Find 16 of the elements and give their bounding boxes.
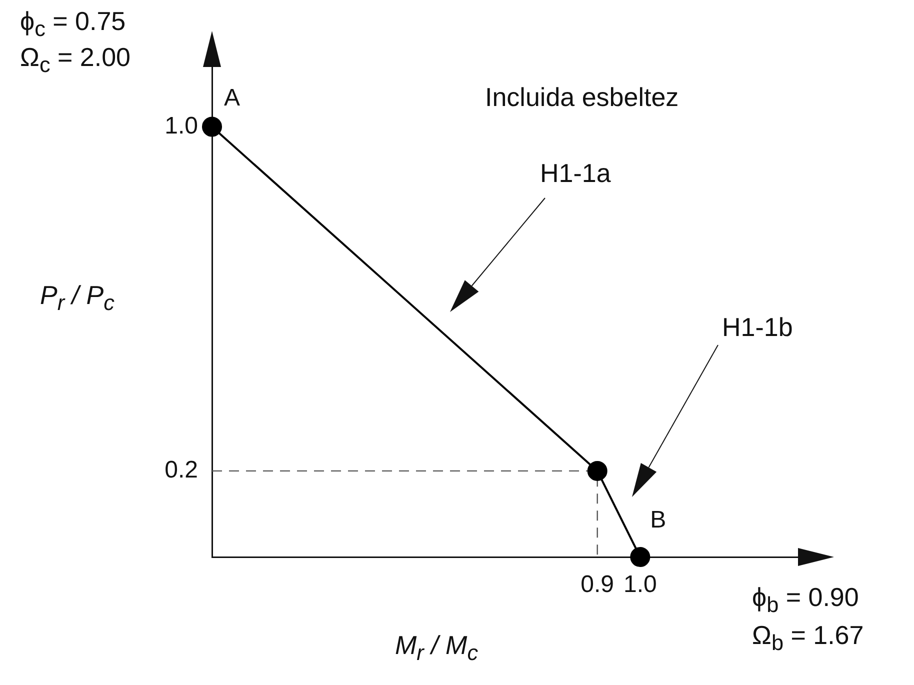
y-tick-label: 0.2 bbox=[164, 456, 198, 484]
text: Ω$_{b}$ = 1.67 bbox=[752, 620, 864, 656]
annotation: B bbox=[650, 506, 666, 534]
point bbox=[587, 460, 608, 481]
annotation: Incluida esbeltez bbox=[485, 82, 679, 113]
annotation: A bbox=[224, 84, 240, 112]
text: Ω$_{c}$ = 2.00 bbox=[20, 42, 130, 78]
point bbox=[630, 547, 650, 567]
annotation: H1-1b bbox=[722, 312, 793, 343]
x-axis-title: M$_{r}$ / M$_{c}$ bbox=[395, 630, 478, 666]
y-axis-title: P$_{r}$ / P$_{c}$ bbox=[40, 280, 114, 316]
annotation: H1-1a bbox=[540, 158, 611, 189]
text: ϕ$_{c}$ = 0.75 bbox=[20, 6, 126, 42]
text: ϕ$_{b}$ = 0.90 bbox=[752, 582, 859, 618]
point bbox=[202, 116, 222, 137]
x-tick-label: 0.9 bbox=[580, 571, 614, 598]
